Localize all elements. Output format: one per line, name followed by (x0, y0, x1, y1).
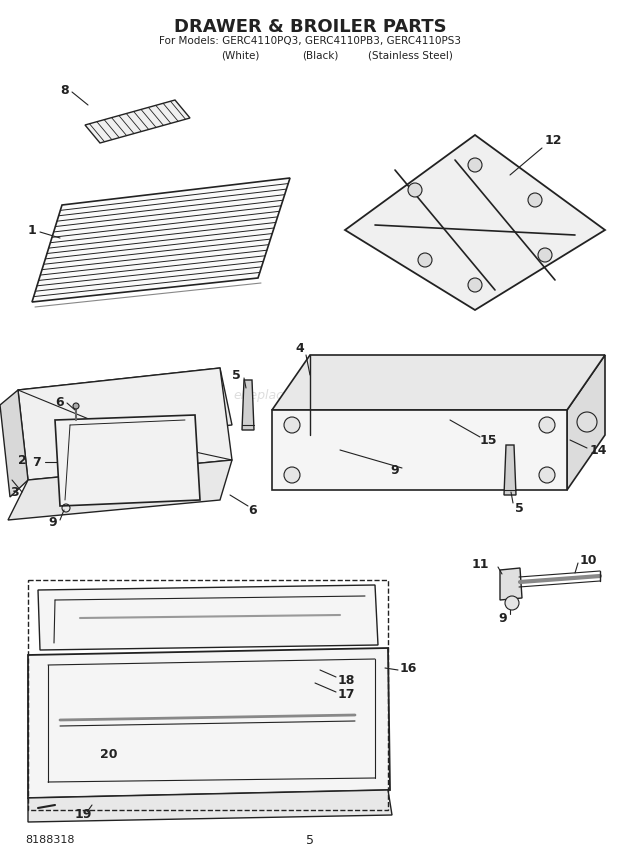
Text: 5: 5 (306, 834, 314, 847)
Text: 8188318: 8188318 (25, 835, 74, 845)
Circle shape (539, 417, 555, 433)
Text: 12: 12 (545, 134, 562, 146)
Polygon shape (55, 415, 200, 506)
Polygon shape (567, 355, 605, 490)
Polygon shape (18, 368, 232, 445)
Circle shape (284, 467, 300, 483)
Text: 1: 1 (28, 223, 37, 236)
Polygon shape (28, 790, 392, 822)
Text: 17: 17 (338, 688, 355, 702)
Text: 9: 9 (498, 611, 507, 625)
Text: 11: 11 (472, 558, 490, 572)
Polygon shape (8, 460, 232, 520)
Text: 6: 6 (55, 395, 64, 408)
Text: 4: 4 (295, 342, 304, 354)
Polygon shape (18, 368, 232, 480)
Text: 5: 5 (515, 502, 524, 514)
Polygon shape (38, 585, 378, 650)
Text: 9: 9 (390, 463, 399, 477)
Text: DRAWER & BROILER PARTS: DRAWER & BROILER PARTS (174, 18, 446, 36)
Text: 14: 14 (590, 443, 608, 456)
Circle shape (408, 183, 422, 197)
Circle shape (528, 193, 542, 207)
Text: 20: 20 (100, 748, 118, 762)
Circle shape (284, 417, 300, 433)
Polygon shape (500, 568, 522, 600)
Circle shape (539, 467, 555, 483)
Polygon shape (85, 100, 190, 143)
Text: 18: 18 (338, 674, 355, 687)
Text: 19: 19 (75, 809, 92, 822)
Polygon shape (272, 355, 605, 410)
Text: (Stainless Steel): (Stainless Steel) (368, 50, 453, 60)
Text: eReplacementParts.com: eReplacementParts.com (234, 389, 386, 401)
Polygon shape (242, 380, 254, 430)
Polygon shape (345, 135, 605, 310)
Text: 8: 8 (60, 84, 69, 97)
Text: 3: 3 (10, 485, 19, 498)
Polygon shape (32, 178, 290, 302)
Polygon shape (28, 648, 390, 798)
Text: (Black): (Black) (302, 50, 338, 60)
Text: 7: 7 (32, 455, 41, 468)
Polygon shape (0, 390, 28, 497)
Text: 15: 15 (480, 433, 497, 447)
Circle shape (73, 403, 79, 409)
Text: 2: 2 (18, 454, 27, 467)
Circle shape (468, 278, 482, 292)
Circle shape (418, 253, 432, 267)
Circle shape (577, 412, 597, 432)
Bar (28, 580, 388, 810)
Circle shape (468, 158, 482, 172)
Text: For Models: GERC4110PQ3, GERC4110PB3, GERC4110PS3: For Models: GERC4110PQ3, GERC4110PB3, GE… (159, 36, 461, 46)
Text: 10: 10 (580, 554, 598, 567)
Text: (White): (White) (221, 50, 259, 60)
Text: 6: 6 (248, 503, 257, 516)
Circle shape (538, 248, 552, 262)
Polygon shape (504, 445, 516, 495)
Circle shape (505, 596, 519, 610)
Text: 5: 5 (232, 368, 241, 382)
Text: 16: 16 (400, 662, 417, 675)
Text: 9: 9 (48, 515, 56, 528)
Polygon shape (272, 410, 567, 490)
